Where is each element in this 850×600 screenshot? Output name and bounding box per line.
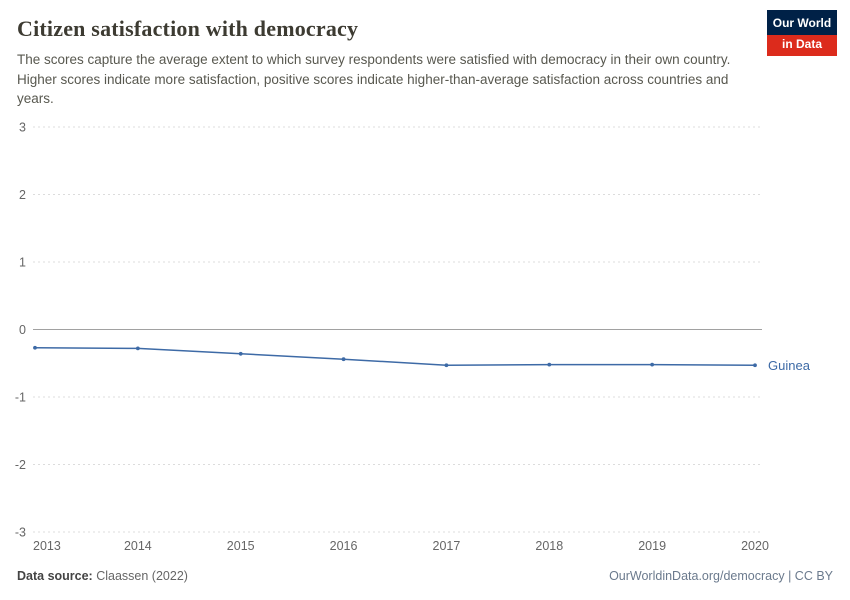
x-tick-label: 2016 [330, 539, 358, 553]
owid-logo-line1: Our World [767, 10, 837, 35]
chart-subtitle: The scores capture the average extent to… [17, 52, 731, 107]
x-tick-label: 2015 [227, 539, 255, 553]
credit-link[interactable]: OurWorldinData.org/democracy | CC BY [609, 569, 833, 583]
owid-logo[interactable]: Our World in Data [767, 10, 837, 56]
y-tick-label: 1 [19, 256, 26, 270]
chart-title: Citizen satisfaction with democracy [17, 16, 359, 41]
line-chart[interactable]: 3 2 1 0 -1 -2 -3 2013 2014 2015 2016 2017 2018 2019 20… [0, 115, 850, 560]
data-source-label: Data source: [17, 569, 93, 583]
data-point[interactable] [753, 363, 757, 368]
data-point[interactable] [238, 351, 243, 356]
data-point[interactable] [135, 346, 140, 351]
data-source: Data source: Claassen (2022) [17, 569, 188, 583]
x-tick-label: 2020 [741, 539, 769, 553]
y-tick-label: -2 [15, 458, 26, 472]
series-line-guinea[interactable] [34, 346, 756, 367]
series-label-guinea[interactable]: Guinea [768, 358, 811, 373]
data-point[interactable] [650, 362, 655, 367]
x-tick-label: 2019 [638, 539, 666, 553]
owid-logo-line2: in Data [767, 35, 837, 56]
chart-header: Citizen satisfaction with democracy The … [17, 16, 755, 109]
data-point[interactable] [547, 362, 552, 367]
chart-canvas[interactable]: 3 2 1 0 -1 -2 -3 2013 2014 2015 2016 2017 2018 2019 20… [0, 115, 850, 560]
data-point[interactable] [444, 363, 449, 368]
x-tick-label: 2013 [33, 539, 61, 553]
y-tick-label: 0 [19, 323, 26, 337]
x-tick-label: 2014 [124, 539, 152, 553]
chart-footer: Data source: Claassen (2022) OurWorldinD… [17, 569, 833, 583]
data-source-value: Claassen (2022) [96, 569, 188, 583]
y-tick-label: 2 [19, 188, 26, 202]
y-tick-label: 3 [19, 121, 26, 135]
x-tick-label: 2018 [535, 539, 563, 553]
data-point[interactable] [33, 345, 37, 350]
x-tick-label: 2017 [433, 539, 461, 553]
y-tick-label: -3 [15, 526, 26, 540]
data-point[interactable] [341, 357, 346, 362]
y-tick-label: -1 [15, 391, 26, 405]
